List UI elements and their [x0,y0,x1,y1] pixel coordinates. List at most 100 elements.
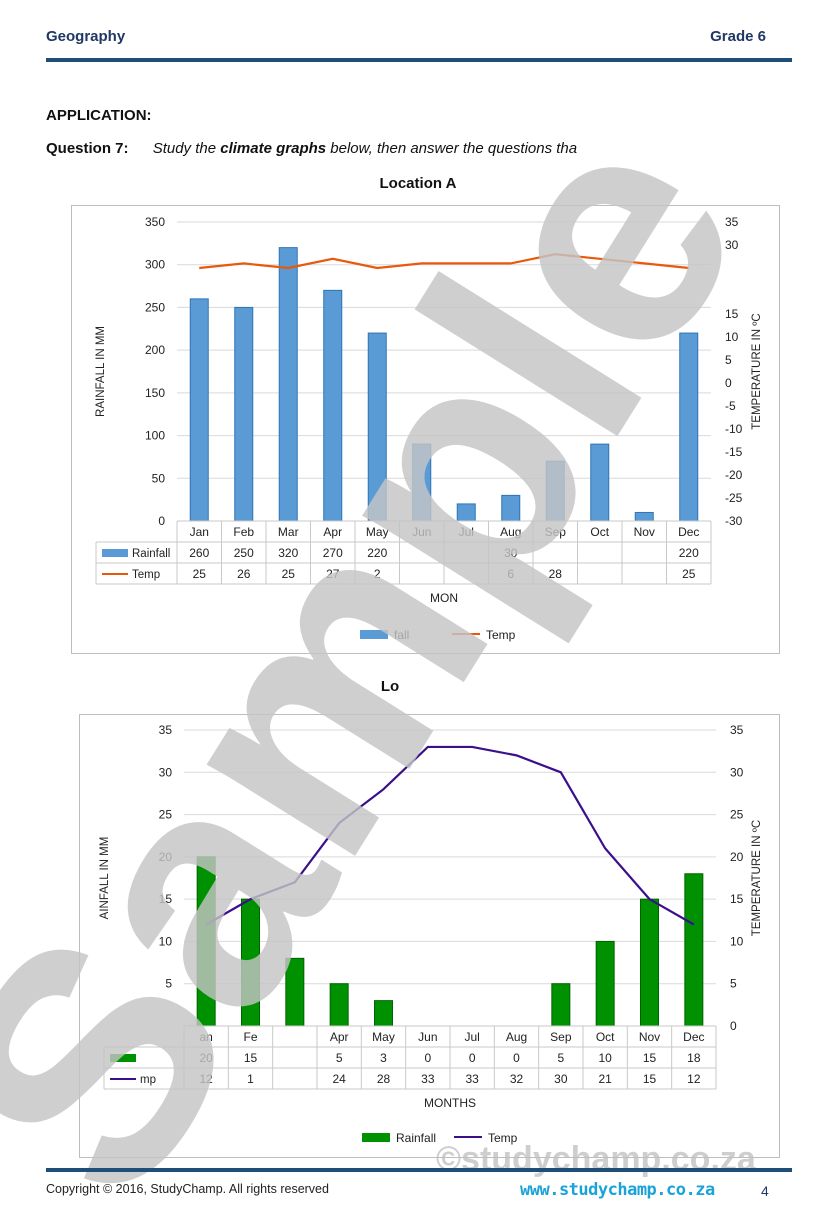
y2-tick-label: 20 [730,850,744,864]
data-label: 15 [643,1072,657,1086]
x-axis-title: MON [430,591,458,605]
footer-website[interactable]: www.studychamp.co.za [520,1180,715,1200]
page-header: Geography Grade 6 [46,28,792,62]
y-tick-label: 150 [145,386,165,400]
data-label: 30 [554,1072,568,1086]
instruction-bold: climate graphs [220,140,327,157]
x-tick-label: Dec [678,525,699,539]
y-tick-label: 350 [145,215,165,229]
rainfall-bar [456,503,476,522]
row-key-rainfall [110,1054,136,1062]
footer-copyright: Copyright © 2016, StudyChamp. All rights… [46,1182,329,1196]
y-axis-title: RAINFALL IN MM [95,326,107,417]
rainfall-bar [329,983,349,1027]
y2-tick-label: 0 [730,1019,737,1033]
x-tick-label: Feb [233,525,254,539]
y2-tick-label: 10 [730,934,744,948]
y2-tick-label: 30 [730,765,744,779]
x-tick-label: May [372,1030,395,1044]
data-label: 28 [549,567,563,581]
data-label: 1 [247,1072,254,1086]
temp-line [199,253,689,270]
x-tick-label: Dec [683,1030,704,1044]
x-tick-label: Nov [634,525,655,539]
data-label: 25 [282,567,296,581]
rainfall-bar [545,460,565,522]
y-axis-title: AINFALL IN MM [99,837,111,920]
data-label: 260 [189,546,209,560]
data-label: 21 [598,1072,612,1086]
data-label: 25 [682,567,696,581]
temp-line [205,745,695,926]
y2-tick-label: -10 [725,422,743,436]
chart-a-title: Location A [379,175,457,192]
x-tick-label: Aug [506,1030,527,1044]
y2-tick-label: -15 [725,445,743,459]
y2-tick-label: 35 [730,723,744,737]
rainfall-bar [595,940,615,1027]
y-tick-label: 5 [165,977,172,991]
question-instruction: Study the climate graphs below, then ans… [153,140,577,157]
chart-a-frame: 0 50 100 150 200 250 300 350 35 30 15 10 5 0 -5 -10 -15-… [71,205,780,654]
y-tick-label: 250 [145,300,165,314]
y2-tick-label: 5 [730,977,737,991]
legend-rainfall-label: fall [394,628,409,642]
rainfall-bar [640,898,659,1027]
row-key-rainfall [102,549,128,557]
data-label: 20 [199,1051,213,1065]
y2-tick-label: 25 [730,808,744,822]
chart-b-frame: 5 10 15 20 25 30 35 0 5 10 15 20 25 30 35 an Fe Apr May Jun… [79,714,780,1158]
rainfall-bar [590,443,610,522]
data-label: 25 [193,567,207,581]
y-tick-label: 35 [159,723,173,737]
data-label: 33 [421,1072,435,1086]
y-tick-label: 200 [145,343,165,357]
rainfall-bar [634,511,654,522]
data-label: 27 [326,567,340,581]
data-label: 32 [510,1072,524,1086]
data-label: 5 [336,1051,343,1065]
data-label: 15 [643,1051,657,1065]
rainfall-bar [234,306,254,522]
data-label: 320 [278,546,298,560]
data-label: 30 [504,546,518,560]
data-label: 10 [598,1051,612,1065]
data-label: 220 [367,546,387,560]
rainfall-bar [374,1000,393,1027]
x-tick-label: an [199,1030,212,1044]
data-label: 18 [687,1051,701,1065]
question-number: Question 7: [46,140,129,157]
x-tick-label: May [366,525,389,539]
rainfall-bar [501,494,521,522]
data-label: 15 [244,1051,258,1065]
instruction-text-2: below, then answer the questions tha [326,140,578,157]
y-tick-label: 0 [158,514,165,528]
data-label: 5 [557,1051,564,1065]
data-label: 250 [234,546,254,560]
data-label: 0 [513,1051,520,1065]
data-label: 270 [323,546,343,560]
y2-tick-label: -30 [725,514,743,528]
rainfall-bar [684,873,704,1027]
legend-temp-label: Temp [488,1131,518,1145]
x-tick-label: Jul [464,1030,479,1044]
row-header-label: Rainfall [132,548,170,560]
rainfall-bar [551,983,571,1027]
x-tick-label: Fe [243,1030,257,1044]
x-tick-label: Sep [545,525,567,539]
row-header-label: Temp [132,569,160,581]
rainfall-bar [367,332,387,522]
row-header-label: mp [140,1074,156,1086]
chart-b-title: Lo [380,678,400,695]
data-label: 220 [679,546,699,560]
data-label: 28 [377,1072,391,1086]
y-tick-label: 20 [159,850,173,864]
y2-tick-label: 10 [725,330,739,344]
y-tick-label: 300 [145,258,165,272]
x-tick-label: Jan [190,525,209,539]
section-heading: APPLICATION: [46,107,152,124]
copyright-watermark: ©studychamp.co.za [436,1140,756,1178]
data-label: 12 [199,1072,213,1086]
data-label: 0 [424,1051,431,1065]
